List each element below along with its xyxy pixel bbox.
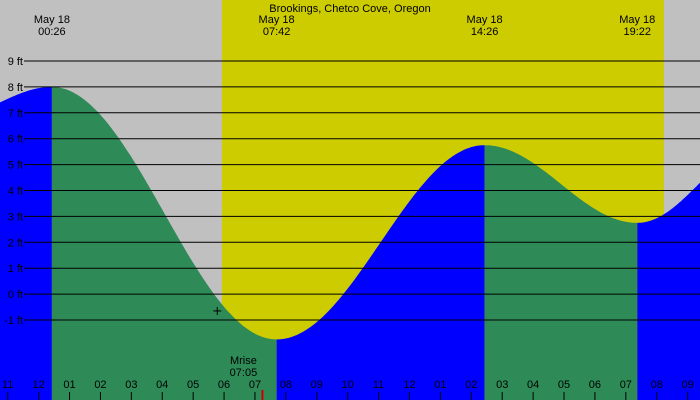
x-tick-label: 01 xyxy=(434,379,446,391)
y-tick-label: 4 ft xyxy=(8,186,23,198)
y-tick-label: 2 ft xyxy=(8,237,23,249)
rising-tide-segment xyxy=(637,182,700,400)
x-tick-label: 12 xyxy=(403,379,415,391)
extreme-time-label: 00:26 xyxy=(38,26,66,38)
x-tick-label: 02 xyxy=(465,379,477,391)
gridlines xyxy=(24,60,700,321)
y-tick-label: 0 ft xyxy=(8,289,23,301)
falling-tide-segment xyxy=(484,145,638,400)
x-tick-label: 10 xyxy=(342,379,354,391)
x-tick-label: 07 xyxy=(620,379,632,391)
y-tick-label: 3 ft xyxy=(8,211,23,223)
y-tick-label: 8 ft xyxy=(8,82,23,94)
x-tick-label: 11 xyxy=(373,379,384,391)
extreme-date-label: May 18 xyxy=(34,14,70,26)
y-tick-label: 5 ft xyxy=(8,160,23,172)
falling-tide-segment xyxy=(51,86,277,400)
extreme-date-label: May 18 xyxy=(259,14,295,26)
y-axis-labels: 9 ft 8 ft 7 ft 6 ft 5 ft 4 ft 3 ft 2 ft 1 ft 0 ft… xyxy=(4,56,23,327)
x-tick-label: 03 xyxy=(125,379,137,391)
extreme-date-label: May 18 xyxy=(467,14,503,26)
moonrise-time: 07:05 xyxy=(230,367,258,379)
x-tick-label: 09 xyxy=(682,379,694,391)
x-tick-label: 05 xyxy=(187,379,199,391)
x-tick-label: 04 xyxy=(156,379,168,391)
x-tick-label: 06 xyxy=(218,379,230,391)
x-tick-label: 11 xyxy=(2,379,13,391)
x-tick-label: 09 xyxy=(311,379,323,391)
x-tick-label: 08 xyxy=(651,379,663,391)
x-tick-label: 02 xyxy=(94,379,106,391)
moonrise-label: Mrise xyxy=(230,355,257,367)
x-tick-label: 12 xyxy=(33,379,45,391)
x-tick-label: 03 xyxy=(496,379,508,391)
x-tick-label: 01 xyxy=(63,379,75,391)
rising-tide-segment xyxy=(0,86,52,400)
extreme-time-label: 07:42 xyxy=(263,26,291,38)
tide-area xyxy=(0,86,700,400)
x-tick-label: 06 xyxy=(589,379,601,391)
y-tick-label: 9 ft xyxy=(8,56,23,68)
y-tick-label: 6 ft xyxy=(8,134,23,146)
rising-tide-segment xyxy=(276,145,485,400)
extreme-date-label: May 18 xyxy=(619,14,655,26)
x-tick-label: 05 xyxy=(558,379,570,391)
x-tick-label: 07 xyxy=(249,379,261,391)
x-axis-labels: 11 12 01 02 03 04 05 06 07 08 09 10 11 12 01 02 03 04 05 06… xyxy=(2,379,694,400)
x-tick-label: 08 xyxy=(280,379,292,391)
chart-title: Brookings, Chetco Cove, Oregon xyxy=(269,3,430,15)
x-tick-label: 04 xyxy=(527,379,539,391)
y-tick-label: 7 ft xyxy=(8,108,23,120)
extreme-time-label: 14:26 xyxy=(471,26,499,38)
y-tick-label: -1 ft xyxy=(4,315,23,327)
extreme-time-label: 19:22 xyxy=(623,26,651,38)
y-tick-label: 1 ft xyxy=(8,263,23,275)
